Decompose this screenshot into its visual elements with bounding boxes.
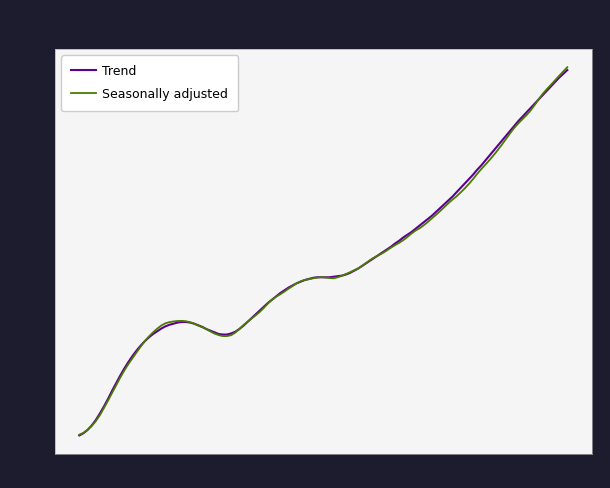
Trend bbox=[207, 328, 214, 334]
Trend bbox=[178, 319, 185, 325]
Seasonally adjusted bbox=[178, 318, 185, 324]
Seasonally adjusted bbox=[461, 185, 468, 191]
Seasonally adjusted bbox=[412, 227, 419, 233]
Trend bbox=[412, 226, 419, 232]
Trend bbox=[547, 83, 554, 89]
Seasonally adjusted bbox=[207, 328, 214, 334]
Seasonally adjusted bbox=[564, 64, 571, 70]
Line: Seasonally adjusted: Seasonally adjusted bbox=[79, 67, 567, 435]
Legend: Trend, Seasonally adjusted: Trend, Seasonally adjusted bbox=[61, 55, 239, 111]
Trend bbox=[564, 67, 571, 73]
Seasonally adjusted bbox=[346, 269, 354, 275]
Line: Trend: Trend bbox=[79, 70, 567, 435]
Trend bbox=[461, 181, 468, 186]
Trend bbox=[346, 270, 354, 276]
Seasonally adjusted bbox=[76, 432, 83, 438]
Seasonally adjusted bbox=[547, 82, 554, 88]
Trend bbox=[76, 432, 83, 438]
